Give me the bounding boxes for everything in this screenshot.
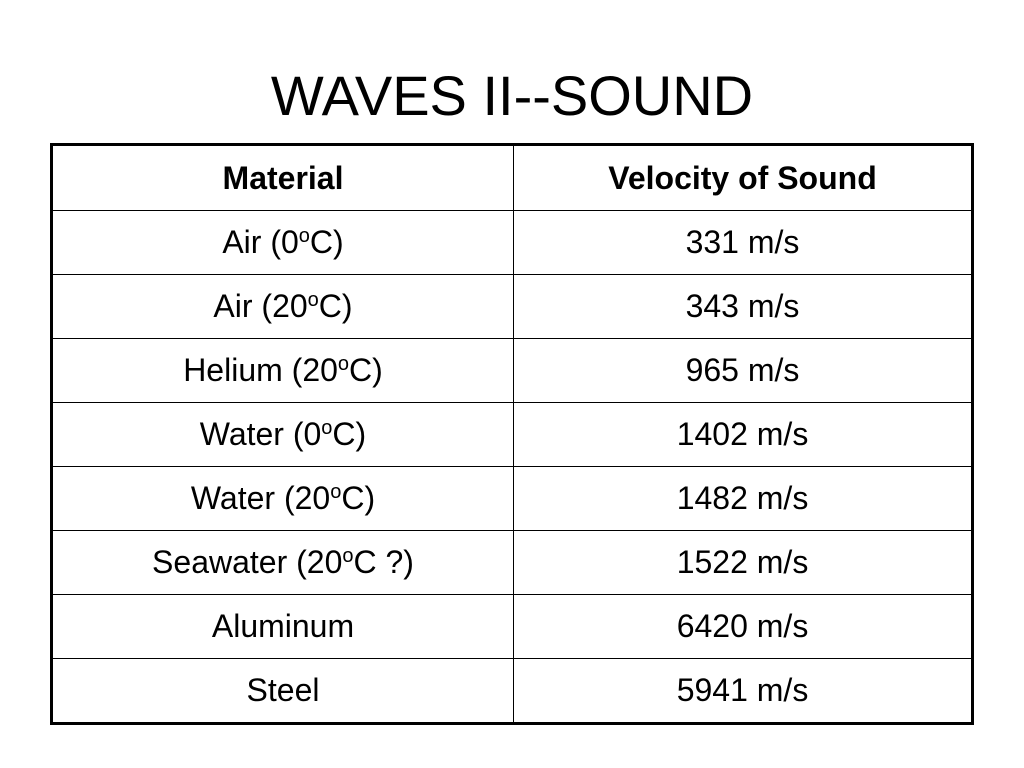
- table-row: Steel 5941 m/s: [51, 658, 973, 724]
- velocity-cell: 1522 m/s: [513, 530, 973, 595]
- slide-title: WAVES II--SOUND: [270, 64, 754, 127]
- material-text: Water (20: [190, 480, 331, 516]
- material-text: Steel: [246, 672, 320, 708]
- material-text: Air (20: [213, 288, 308, 324]
- material-text: Aluminum: [211, 608, 355, 644]
- material-cell: Seawater (20oC ?): [51, 530, 514, 595]
- velocity-cell: 331 m/s: [513, 210, 973, 275]
- header-row: Material Velocity of Sound: [51, 144, 973, 211]
- superscript: o: [342, 545, 354, 567]
- table-row: Air (20oC) 343 m/s: [51, 274, 973, 339]
- material-cell: Water (0oC): [51, 402, 514, 467]
- material-text: C): [349, 352, 383, 388]
- velocity-cell: 965 m/s: [513, 338, 973, 403]
- table: Material Velocity of Sound Air (0oC) 331 …: [50, 143, 974, 725]
- material-cell: Water (20oC): [51, 466, 514, 531]
- velocity-cell: 5941 m/s: [513, 658, 973, 724]
- velocity-cell: 1482 m/s: [513, 466, 973, 531]
- material-text: C): [318, 288, 353, 324]
- material-text: Air (0: [222, 224, 299, 260]
- material-cell: Steel: [51, 658, 514, 724]
- material-text: Water (0: [199, 416, 322, 452]
- table-row: Aluminum 6420 m/s: [51, 594, 973, 659]
- table-row: Air (0oC) 331 m/s: [51, 210, 973, 275]
- table-row: Water (0oC) 1402 m/s: [51, 402, 973, 467]
- material-cell: Air (0oC): [51, 210, 514, 275]
- material-text: C): [341, 480, 376, 516]
- material-cell: Aluminum: [51, 594, 514, 659]
- material-text: C): [332, 416, 367, 452]
- superscript: o: [321, 417, 333, 439]
- header-cell: Velocity of Sound: [513, 144, 973, 211]
- material-cell: Air (20oC): [51, 274, 514, 339]
- material-cell: Helium (20oC): [51, 338, 514, 403]
- table-row: Helium (20oC) 965 m/s: [51, 338, 973, 403]
- header-cell: Material: [51, 144, 514, 211]
- table-body: Air (0oC) 331 m/s Air (20oC) 343 m/s Helium …: [51, 210, 973, 724]
- superscript: o: [307, 289, 319, 311]
- velocity-cell: 6420 m/s: [513, 594, 973, 659]
- material-text: Helium (20: [183, 352, 338, 388]
- velocity-cell: 343 m/s: [513, 274, 973, 339]
- superscript: o: [298, 225, 310, 247]
- superscript: o: [330, 481, 342, 503]
- material-text: Seawater (20: [152, 544, 343, 580]
- table-row: Seawater (20oC ?) 1522 m/s: [51, 530, 973, 595]
- material-text: C ?): [353, 544, 414, 580]
- velocity-cell: 1402 m/s: [513, 402, 973, 467]
- superscript: o: [337, 353, 350, 375]
- table-row: Water (20oC) 1482 m/s: [51, 466, 973, 531]
- material-text: C): [309, 224, 344, 260]
